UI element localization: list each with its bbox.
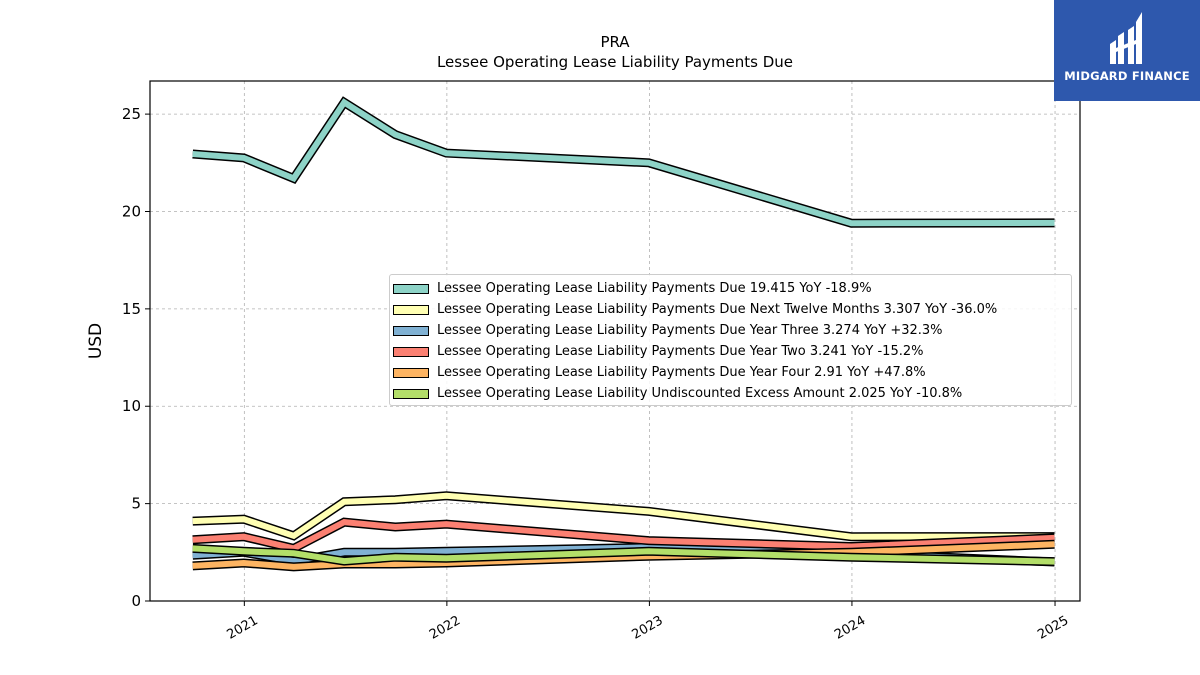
legend-item: Lessee Operating Lease Liability Payment… [390, 341, 1071, 362]
legend-swatch [393, 283, 429, 294]
legend-swatch [393, 325, 429, 336]
series-line [192, 545, 1055, 565]
y-axis-label: USD [86, 323, 106, 359]
legend-swatch [393, 304, 429, 315]
series-0 [192, 96, 1055, 228]
legend-item: Lessee Operating Lease Liability Undisco… [390, 383, 1071, 404]
plot-area-border [149, 80, 1081, 602]
y-tick-label: 5 [131, 495, 141, 513]
legend-label: Lessee Operating Lease Liability Payment… [437, 323, 943, 338]
brand-name: MIDGARD FINANCE [1064, 69, 1190, 83]
x-tick-label: 2025 [1035, 613, 1071, 643]
series-line [192, 492, 1055, 540]
chart-title: PRA [600, 33, 630, 51]
y-tick-label: 10 [122, 397, 141, 415]
y-axis: 0 5 10 15 20 25 [122, 105, 150, 610]
series-5 [192, 543, 1055, 567]
series-1 [192, 491, 1055, 542]
legend-item: Lessee Operating Lease Liability Payment… [390, 362, 1071, 383]
series-line [192, 519, 1055, 552]
legend-label: Lessee Operating Lease Liability Payment… [437, 365, 926, 380]
legend-item: Lessee Operating Lease Liability Payment… [390, 320, 1071, 341]
y-tick-label: 25 [122, 105, 141, 123]
x-tick-label: 2021 [225, 613, 261, 643]
brand-logo: MIDGARD FINANCE [1054, 0, 1200, 101]
chart-subtitle: Lessee Operating Lease Liability Payment… [437, 53, 793, 71]
legend-swatch [393, 388, 429, 399]
x-axis: 2021 2022 2023 2024 2025 [225, 601, 1071, 643]
legend: Lessee Operating Lease Liability Payment… [389, 274, 1072, 406]
legend-label: Lessee Operating Lease Liability Payment… [437, 344, 924, 359]
y-tick-label: 20 [122, 202, 141, 220]
x-tick-label: 2023 [630, 613, 666, 643]
series-3 [192, 517, 1055, 554]
legend-label: Lessee Operating Lease Liability Undisco… [437, 386, 963, 401]
logo-mark-icon [1110, 12, 1142, 64]
series-line [192, 98, 1055, 227]
legend-swatch [393, 367, 429, 378]
x-tick-label: 2024 [832, 613, 868, 643]
legend-item: Lessee Operating Lease Liability Payment… [390, 278, 1071, 299]
legend-item: Lessee Operating Lease Liability Payment… [390, 299, 1071, 320]
series-group [192, 96, 1055, 572]
legend-label: Lessee Operating Lease Liability Payment… [437, 281, 872, 296]
x-tick-label: 2022 [427, 613, 463, 643]
legend-swatch [393, 346, 429, 357]
y-tick-label: 15 [122, 300, 141, 318]
y-tick-label: 0 [131, 592, 141, 610]
legend-label: Lessee Operating Lease Liability Payment… [437, 302, 998, 317]
